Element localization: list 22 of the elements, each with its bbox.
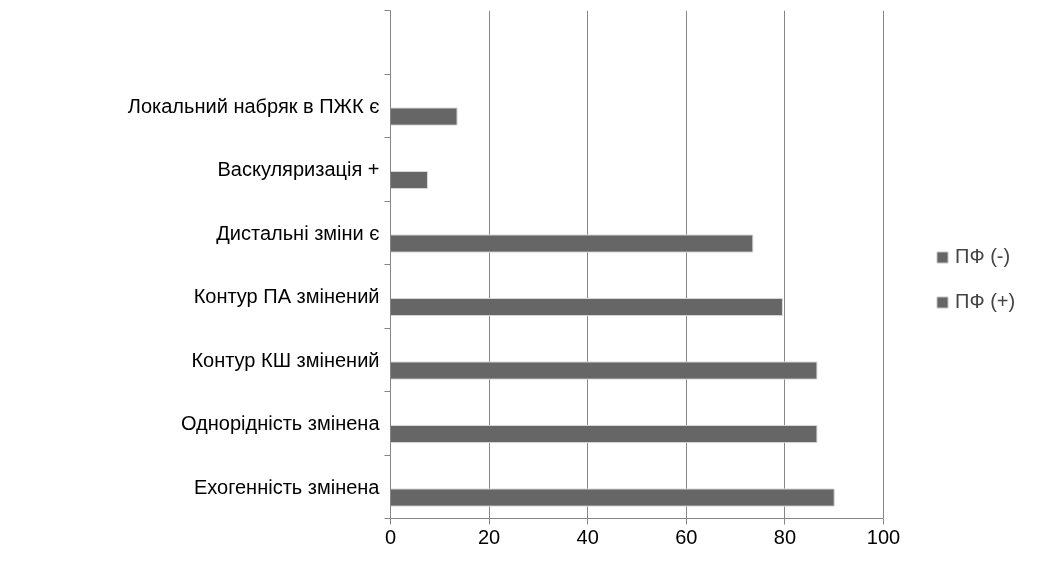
- y-tick-label: Локальний набряк в ПЖК є: [127, 94, 380, 117]
- x-tick-label: 60: [675, 525, 698, 548]
- y-tick-label: Дистальні зміни є: [216, 221, 380, 244]
- x-tick-label: 100: [866, 525, 901, 548]
- bar: [390, 361, 818, 380]
- legend-label: ПФ (-): [955, 245, 1011, 268]
- x-tick-label: 0: [384, 525, 397, 548]
- y-tick-label: Однорідність змінена: [180, 412, 381, 435]
- bar: [390, 424, 818, 444]
- bar: [390, 170, 428, 190]
- y-tick-label: Контур КШ змінений: [191, 348, 380, 371]
- x-tick-label: 20: [477, 525, 501, 548]
- x-tick-label: 40: [576, 525, 599, 548]
- bar: [390, 488, 835, 507]
- y-tick-label: Контур ПА змінений: [193, 285, 380, 308]
- y-tick-label: Васкуляризація +: [217, 158, 380, 181]
- bar: [390, 107, 458, 126]
- legend-label: ПФ (+): [955, 290, 1016, 313]
- y-tick-label: Ехогенність змінена: [193, 475, 381, 498]
- bar: [390, 234, 754, 253]
- x-tick-label: 80: [773, 525, 797, 548]
- bar: [390, 297, 783, 317]
